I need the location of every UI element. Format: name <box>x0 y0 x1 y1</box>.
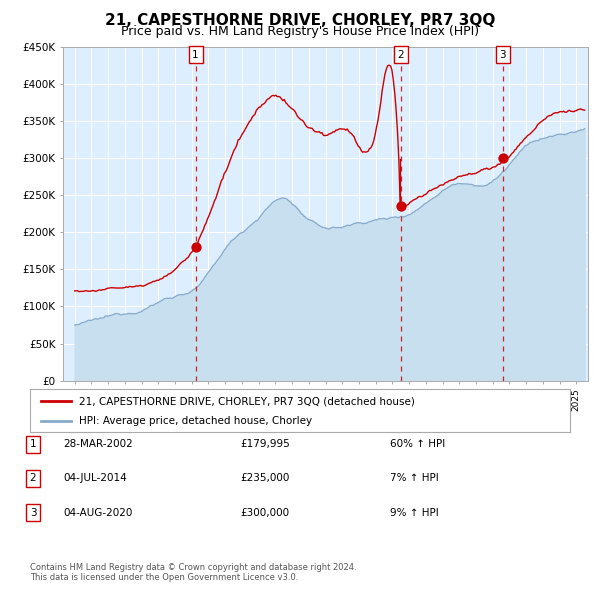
Text: £300,000: £300,000 <box>240 508 289 517</box>
Text: 1: 1 <box>192 50 199 60</box>
Text: 7% ↑ HPI: 7% ↑ HPI <box>390 474 439 483</box>
Text: £235,000: £235,000 <box>240 474 289 483</box>
Text: 3: 3 <box>499 50 506 60</box>
Text: 04-AUG-2020: 04-AUG-2020 <box>63 508 133 517</box>
Text: 2: 2 <box>397 50 404 60</box>
Text: 1: 1 <box>29 440 37 449</box>
Text: HPI: Average price, detached house, Chorley: HPI: Average price, detached house, Chor… <box>79 417 312 426</box>
Point <box>396 202 406 211</box>
Text: 9% ↑ HPI: 9% ↑ HPI <box>390 508 439 517</box>
Text: 21, CAPESTHORNE DRIVE, CHORLEY, PR7 3QQ (detached house): 21, CAPESTHORNE DRIVE, CHORLEY, PR7 3QQ … <box>79 396 415 407</box>
Text: 2: 2 <box>29 474 37 483</box>
Text: 04-JUL-2014: 04-JUL-2014 <box>63 474 127 483</box>
Text: 3: 3 <box>29 508 37 517</box>
Point <box>191 242 200 252</box>
Text: Contains HM Land Registry data © Crown copyright and database right 2024.
This d: Contains HM Land Registry data © Crown c… <box>30 563 356 582</box>
Text: 60% ↑ HPI: 60% ↑ HPI <box>390 440 445 449</box>
Point <box>498 153 508 163</box>
Text: Price paid vs. HM Land Registry's House Price Index (HPI): Price paid vs. HM Land Registry's House … <box>121 25 479 38</box>
Text: £179,995: £179,995 <box>240 440 290 449</box>
Text: 21, CAPESTHORNE DRIVE, CHORLEY, PR7 3QQ: 21, CAPESTHORNE DRIVE, CHORLEY, PR7 3QQ <box>105 13 495 28</box>
Text: 28-MAR-2002: 28-MAR-2002 <box>63 440 133 449</box>
